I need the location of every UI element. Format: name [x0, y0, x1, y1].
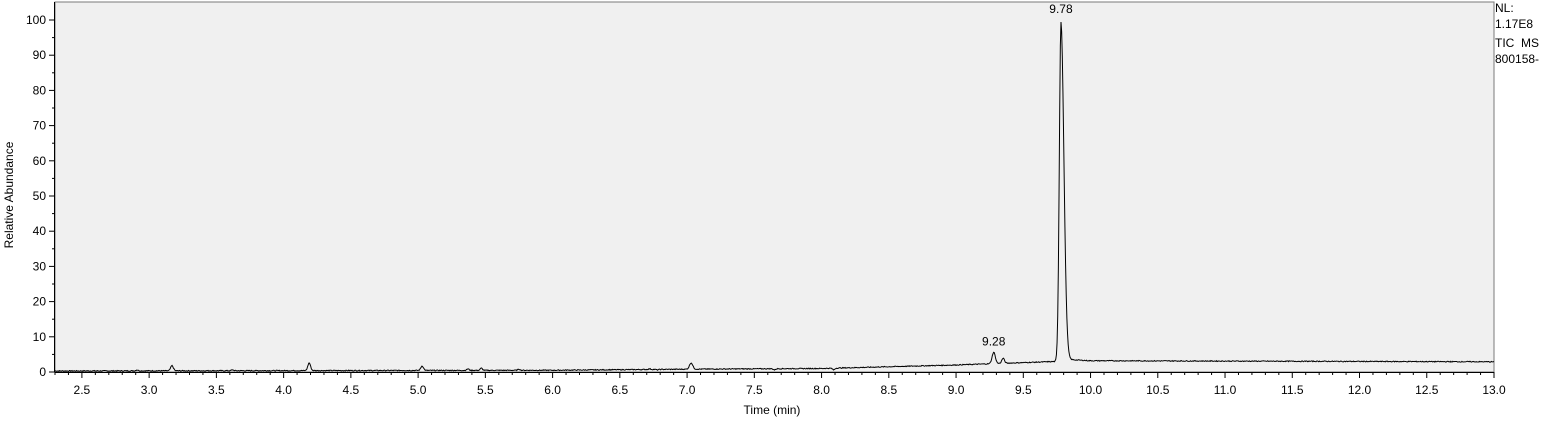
- x-tick-label: 4.5: [343, 383, 360, 397]
- tic-trace-line: [54, 21, 1495, 372]
- x-tick-label: 9.0: [948, 383, 965, 397]
- x-tick-label: 12.5: [1415, 383, 1439, 397]
- x-tick-label: 8.5: [880, 383, 897, 397]
- y-tick-label: 80: [33, 83, 47, 97]
- x-tick-label: 13.0: [1482, 383, 1506, 397]
- y-tick-label: 70: [33, 119, 47, 133]
- x-tick-label: 3.5: [208, 383, 225, 397]
- x-tick-label: 3.0: [141, 383, 158, 397]
- peak-label: 9.78: [1049, 2, 1073, 16]
- x-tick-label: 10.5: [1146, 383, 1170, 397]
- y-tick-label: 10: [33, 330, 47, 344]
- y-tick-label: 30: [33, 259, 47, 273]
- x-tick-label: 6.0: [544, 383, 561, 397]
- info-line-nl-label: NL:: [1495, 1, 1514, 15]
- x-tick-label: 6.5: [611, 383, 628, 397]
- x-tick-label: 7.5: [746, 383, 763, 397]
- x-axis-title: Time (min): [744, 403, 801, 417]
- x-tick-label: 11.0: [1214, 383, 1237, 397]
- y-tick-label: 0: [39, 365, 46, 379]
- y-tick-label: 50: [33, 189, 47, 203]
- info-line-file-name: 800158-: [1495, 52, 1540, 66]
- y-axis-title: Relative Abundance: [2, 141, 16, 248]
- x-tick-label: 5.0: [410, 383, 427, 397]
- plot-area: [54, 1, 1495, 373]
- y-tick-label: 100: [26, 13, 46, 27]
- x-tick-label: 8.0: [813, 383, 830, 397]
- y-tick-label: 40: [33, 224, 47, 238]
- x-tick-label: 7.0: [679, 383, 696, 397]
- x-tick-label: 2.5: [74, 383, 91, 397]
- info-line-scan-type: TIC MS: [1495, 36, 1539, 50]
- y-tick-label: 20: [33, 295, 47, 309]
- y-tick-label: 90: [33, 48, 47, 62]
- x-tick-label: 5.5: [477, 383, 494, 397]
- x-tick-label: 9.5: [1015, 383, 1032, 397]
- y-tick-label: 60: [33, 154, 47, 168]
- x-tick-label: 4.0: [275, 383, 292, 397]
- x-tick-label: 11.5: [1281, 383, 1304, 397]
- peak-label: 9.28: [982, 334, 1006, 348]
- x-tick-label: 10.0: [1079, 383, 1103, 397]
- x-tick-label: 12.0: [1348, 383, 1372, 397]
- info-line-nl-value: 1.17E8: [1495, 17, 1534, 31]
